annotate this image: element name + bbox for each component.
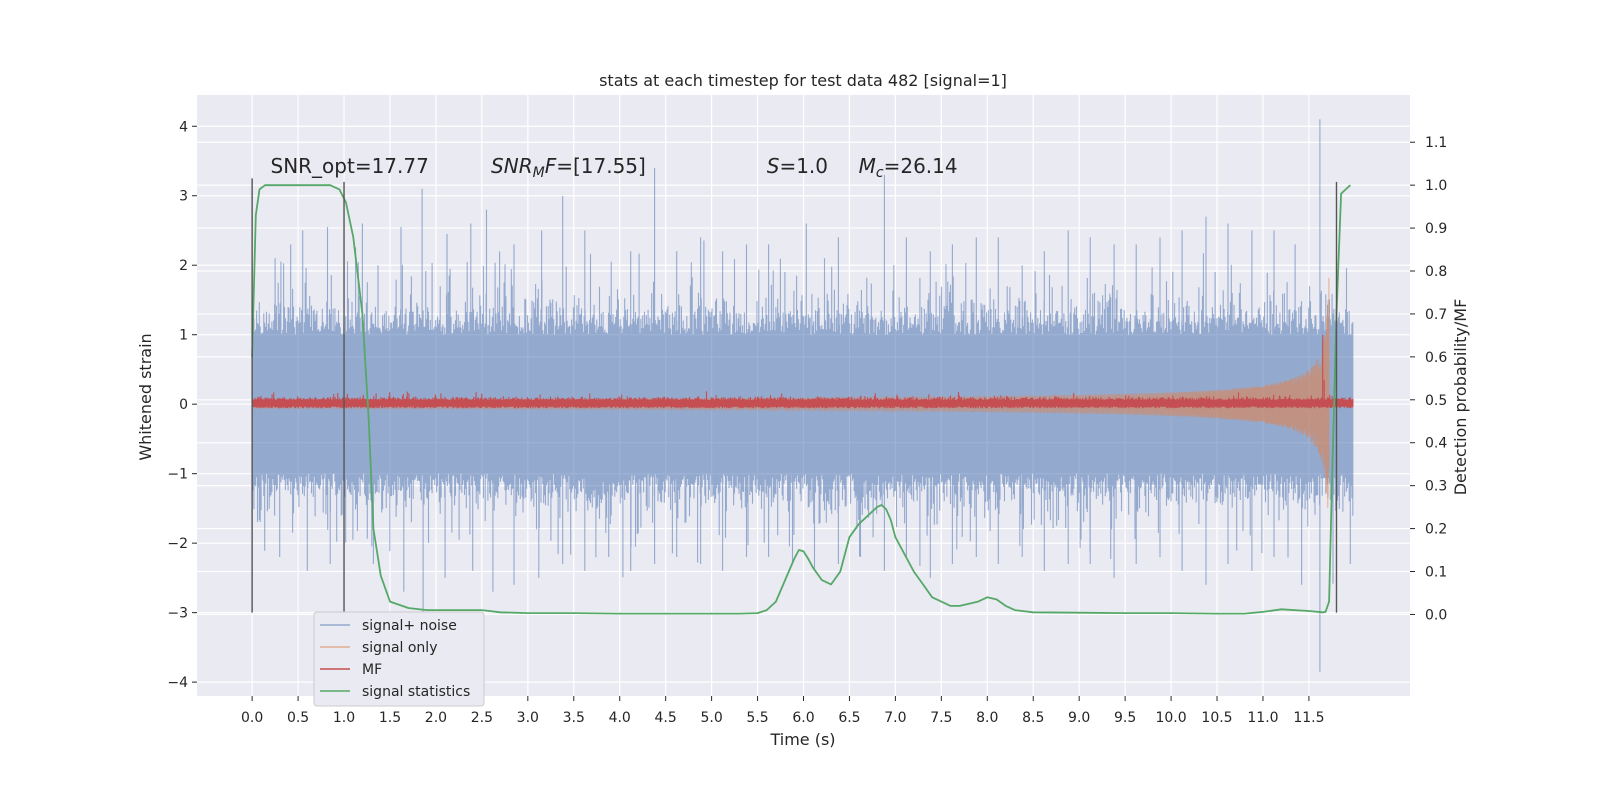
legend: signal+ noise signal only MF signal stat… [313, 611, 485, 707]
data-layer [251, 119, 1354, 672]
y-tick-label: 1 [179, 328, 188, 344]
y-tick-label: 0 [179, 397, 188, 413]
axis-layer: 0.0 0.5 1.0 1.5 2.0 2.5 3.0 3.5 4.0 4.5 5.0 5.5 6.0 6… [167, 119, 1447, 726]
y2-tick-label: 0.0 [1425, 607, 1447, 623]
y-tick-label: −3 [167, 606, 188, 622]
y2-tick-label: 0.5 [1425, 393, 1447, 409]
annotation-snr-mf: SNRMF=[17.55] [491, 154, 646, 181]
y-axis-label: Whitened strain [136, 333, 155, 460]
series-signal-statistics [251, 184, 1351, 615]
legend-label-signal-statistics: signal statistics [362, 684, 470, 700]
y2-tick-label: 0.2 [1425, 522, 1447, 538]
legend-label-signal-only: signal only [362, 640, 437, 656]
x-tick-label: 2.5 [471, 710, 493, 726]
annotation-mc-value: Mc=26.14 [859, 154, 958, 181]
y-tick-label: −1 [167, 467, 188, 483]
x-tick-label: 11.5 [1293, 710, 1324, 726]
x-tick-label: 0.5 [287, 710, 309, 726]
x-tick-label: 6.0 [792, 710, 814, 726]
x-tick-label: 0.0 [241, 710, 263, 726]
y2-tick-label: 0.9 [1425, 221, 1447, 237]
x-tick-label: 10.5 [1201, 710, 1232, 726]
legend-box [313, 611, 485, 707]
x-tick-label: 4.5 [655, 710, 677, 726]
x-tick-label: 10.0 [1155, 710, 1186, 726]
y2-tick-label: 1.1 [1425, 135, 1447, 151]
legend-label-signal-noise: signal+ noise [362, 618, 457, 634]
y2-tick-label: 0.6 [1425, 350, 1447, 366]
x-tick-label: 5.5 [746, 710, 768, 726]
y-tick-label: 2 [179, 258, 188, 274]
x-tick-label: 1.0 [333, 710, 355, 726]
x-tick-label: 9.0 [1068, 710, 1090, 726]
x-tick-label: 4.0 [609, 710, 631, 726]
y-tick-label: 4 [179, 119, 188, 135]
x-tick-label: 6.5 [838, 710, 860, 726]
y2-tick-label: 0.7 [1425, 307, 1447, 323]
y-tick-label: 3 [179, 189, 188, 205]
x-tick-label: 5.0 [700, 710, 722, 726]
x-tick-label: 1.5 [379, 710, 401, 726]
x-tick-label: 3.0 [517, 710, 539, 726]
y2-tick-label: 1.0 [1425, 178, 1447, 194]
x-axis-label: Time (s) [769, 730, 835, 749]
chart-title: stats at each timestep for test data 482… [599, 71, 1007, 90]
annotation-snr-opt: SNR_opt=17.77 [271, 154, 429, 178]
x-tick-label: 9.5 [1114, 710, 1136, 726]
annotations: SNR_opt=17.77 SNRMF=[17.55] S=1.0 Mc=26.14 [271, 154, 958, 181]
y2-axis-label: Detection probability/MF [1451, 299, 1470, 496]
x-tick-label: 8.5 [1022, 710, 1044, 726]
y2-tick-label: 0.1 [1425, 565, 1447, 581]
x-tick-label: 2.0 [425, 710, 447, 726]
y-tick-label: −4 [167, 675, 188, 691]
x-tick-label: 7.5 [930, 710, 952, 726]
y2-tick-label: 0.3 [1425, 479, 1447, 495]
annotation-s-value: S=1.0 [767, 154, 828, 178]
x-tick-label: 8.0 [976, 710, 998, 726]
y2-tick-label: 0.8 [1425, 264, 1447, 280]
x-tick-label: 11.0 [1247, 710, 1278, 726]
y2-tick-label: 0.4 [1425, 436, 1447, 452]
y-tick-label: −2 [167, 536, 188, 552]
x-tick-label: 7.0 [884, 710, 906, 726]
legend-label-mf: MF [362, 662, 382, 678]
x-tick-label: 3.5 [563, 710, 585, 726]
